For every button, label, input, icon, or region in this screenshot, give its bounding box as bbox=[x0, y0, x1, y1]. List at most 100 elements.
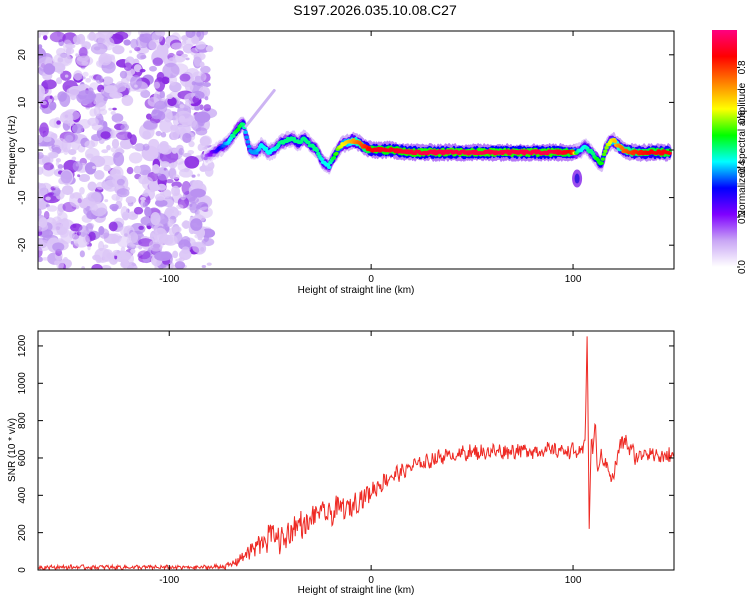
noise-blob bbox=[133, 165, 142, 174]
noise-blob bbox=[140, 89, 151, 99]
noise-blob bbox=[48, 118, 61, 128]
y-tick-label: 1200 bbox=[17, 334, 28, 357]
y-tick-label: 200 bbox=[17, 524, 28, 541]
snr-x-label: Height of straight line (km) bbox=[298, 585, 415, 596]
noise-blob bbox=[100, 264, 112, 269]
snr-line-clip bbox=[38, 336, 674, 570]
x-tick-label: 0 bbox=[368, 575, 374, 586]
colorbar-tick-label: 0.2 bbox=[737, 210, 748, 224]
y-tick-label: 10 bbox=[17, 96, 28, 108]
noise-blob bbox=[189, 203, 193, 207]
noise-blob bbox=[180, 127, 186, 135]
noise-blob bbox=[123, 39, 131, 46]
noise-blob bbox=[61, 185, 74, 196]
signal-segment bbox=[331, 155, 337, 160]
noise-blob bbox=[156, 166, 170, 181]
noise-blob bbox=[108, 221, 118, 232]
colorbar-tick-label: 0.0 bbox=[737, 260, 748, 274]
signal-segment bbox=[236, 127, 241, 132]
noise-blob bbox=[195, 127, 208, 136]
noise-blob bbox=[185, 99, 192, 107]
noise-blob bbox=[171, 148, 178, 154]
noise-blob bbox=[66, 87, 80, 97]
noise-blob bbox=[93, 105, 101, 117]
noise-blob bbox=[116, 188, 130, 198]
noise-blob bbox=[86, 33, 95, 41]
colorbar: 0.0 0.2 0.4 0.6 0.8 Normalized spectral ampl… bbox=[712, 30, 748, 274]
noise-blob bbox=[171, 185, 180, 197]
noise-blob bbox=[39, 122, 49, 138]
noise-blob bbox=[57, 164, 64, 170]
noise-blob bbox=[140, 196, 146, 201]
noise-blob bbox=[183, 167, 190, 173]
noise-blob bbox=[49, 31, 66, 43]
noise-blob bbox=[79, 186, 85, 195]
noise-blob bbox=[130, 248, 136, 254]
noise-blob bbox=[109, 168, 121, 178]
noise-blob bbox=[194, 93, 201, 99]
colorbar-ticks: 0.0 0.2 0.4 0.6 0.8 bbox=[737, 60, 748, 274]
noise-blob bbox=[194, 111, 211, 123]
signal-segment bbox=[319, 157, 325, 162]
signal-segment bbox=[231, 134, 236, 138]
noise-blob bbox=[56, 260, 64, 269]
x-tick-label: 100 bbox=[565, 274, 582, 285]
noise-blob bbox=[38, 166, 44, 175]
noise-blob bbox=[78, 225, 89, 237]
noise-blob bbox=[179, 73, 191, 82]
colorbar-tick-label: 0.6 bbox=[737, 110, 748, 124]
noise-blob bbox=[120, 226, 132, 237]
noise-blob bbox=[46, 205, 58, 212]
noise-blob bbox=[71, 156, 77, 161]
noise-blob bbox=[127, 198, 133, 204]
signal-segment bbox=[240, 122, 246, 127]
noise-blob bbox=[84, 147, 100, 161]
noise-blob bbox=[191, 174, 196, 178]
noise-blob bbox=[87, 117, 99, 127]
noise-blob bbox=[81, 266, 85, 269]
noise-blob bbox=[176, 204, 184, 210]
noise-blob bbox=[56, 68, 64, 75]
noise-blob bbox=[159, 119, 173, 133]
noise-blob bbox=[202, 82, 211, 88]
noise-blob bbox=[82, 71, 89, 77]
noise-blob bbox=[52, 62, 59, 67]
noise-blob bbox=[100, 89, 105, 94]
noise-blob bbox=[56, 120, 61, 125]
signal-segment bbox=[299, 140, 304, 144]
noise-blob bbox=[133, 265, 138, 269]
noise-blob bbox=[181, 180, 191, 195]
snr-panel: -100 0 100 0 200 400 600 800 1000 1200 Height of… bbox=[7, 330, 675, 596]
noise-blob bbox=[190, 188, 206, 198]
signal-segment bbox=[599, 161, 604, 165]
noise-blob bbox=[38, 44, 43, 49]
noise-blob bbox=[165, 178, 174, 184]
noise-blob bbox=[123, 62, 133, 71]
noise-blob bbox=[90, 201, 108, 217]
noise-blob bbox=[149, 232, 154, 238]
y-tick-label: 400 bbox=[17, 487, 28, 504]
noise-blob bbox=[103, 164, 111, 172]
noise-blob bbox=[52, 242, 65, 252]
noise-blob bbox=[154, 193, 166, 201]
colorbar-bar bbox=[712, 30, 737, 267]
noise-blob bbox=[116, 178, 125, 186]
noise-blob bbox=[190, 218, 203, 231]
noise-blob bbox=[78, 173, 91, 182]
noise-blob bbox=[60, 170, 73, 184]
noise-blob bbox=[129, 50, 133, 54]
signal-segment bbox=[591, 152, 596, 156]
spectrogram-y-label: Frequency (Hz) bbox=[7, 116, 18, 185]
noise-blob bbox=[108, 107, 113, 111]
spectrogram-noise-region bbox=[38, 31, 218, 269]
noise-blob bbox=[53, 95, 59, 101]
noise-blob bbox=[38, 217, 48, 228]
noise-blob bbox=[114, 31, 129, 40]
noise-blob bbox=[151, 109, 163, 120]
signal-segment bbox=[326, 165, 332, 170]
noise-blob bbox=[150, 211, 161, 226]
noise-blob bbox=[188, 196, 199, 204]
noise-blob bbox=[181, 246, 190, 254]
noise-blob bbox=[112, 249, 121, 256]
